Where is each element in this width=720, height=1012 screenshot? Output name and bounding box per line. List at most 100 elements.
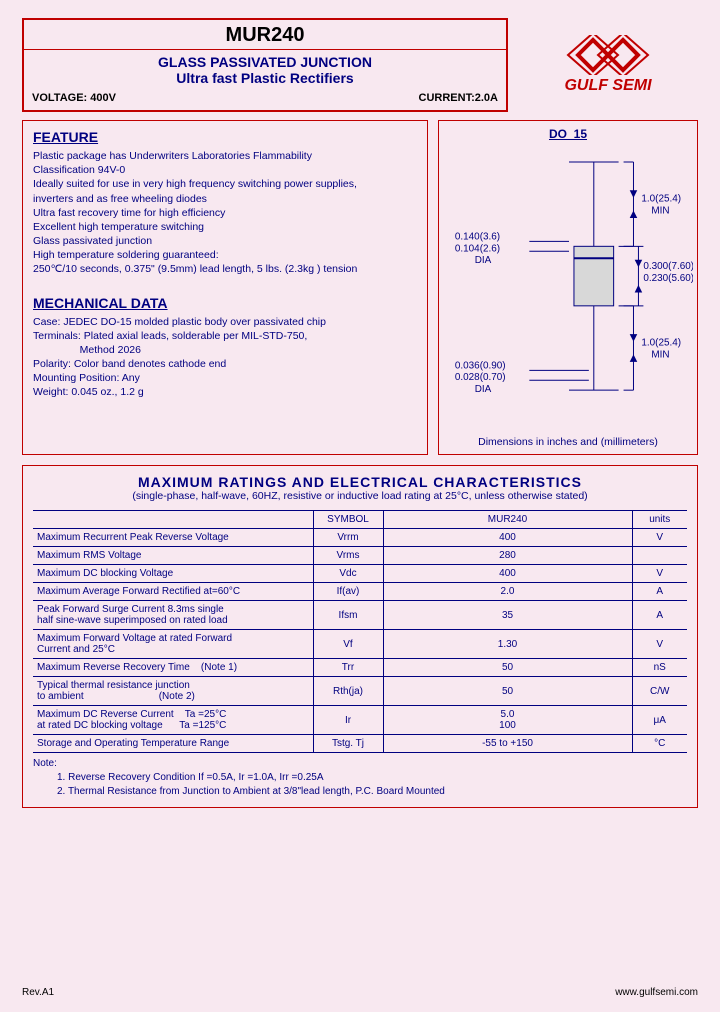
param-symbol: Trr (313, 659, 383, 677)
note-line: 2. Thermal Resistance from Junction to A… (57, 785, 687, 799)
param-unit: V (632, 630, 687, 659)
ratings-box: MAXIMUM RATINGS AND ELECTRICAL CHARACTER… (22, 465, 698, 808)
table-row: Storage and Operating Temperature Range … (33, 735, 687, 753)
revision: Rev.A1 (22, 987, 54, 998)
mechanical-line: Method 2026 (33, 343, 417, 357)
param-desc: Maximum Recurrent Peak Reverse Voltage (33, 529, 313, 547)
feature-line: Ideally suited for use in very high freq… (33, 177, 417, 191)
ratings-title: MAXIMUM RATINGS AND ELECTRICAL CHARACTER… (33, 474, 687, 490)
param-desc: Maximum Forward Voltage at rated Forward… (33, 630, 313, 659)
param-symbol: Vf (313, 630, 383, 659)
dim-lead-len2-1: 1.0(25.4) (641, 338, 681, 349)
param-symbol: Rth(ja) (313, 677, 383, 706)
table-row: Maximum Average Forward Rectified at=60°… (33, 583, 687, 601)
param-symbol: Vdc (313, 565, 383, 583)
param-desc: Maximum Reverse Recovery Time (Note 1) (33, 659, 313, 677)
param-unit (632, 547, 687, 565)
mechanical-text: Case: JEDEC DO-15 molded plastic body ov… (33, 315, 417, 400)
param-unit: μA (632, 706, 687, 735)
dim-lead-len-2: MIN (651, 206, 669, 217)
logo-icon (548, 35, 668, 75)
voltage-current-row: VOLTAGE: 400V CURRENT:2.0A (32, 92, 498, 104)
table-row: Maximum RMS Voltage Vrms 280 (33, 547, 687, 565)
mechanical-line: Case: JEDEC DO-15 molded plastic body ov… (33, 315, 417, 329)
dim-wire-dia-1: 0.036(0.90) (455, 360, 506, 371)
feature-line: Ultra fast recovery time for high effici… (33, 206, 417, 220)
table-header: units (632, 511, 687, 529)
param-desc: Typical thermal resistance junction to a… (33, 677, 313, 706)
table-row: Maximum DC Reverse Current Ta =25°C at r… (33, 706, 687, 735)
param-unit: °C (632, 735, 687, 753)
dim-lead-dia-2: 0.104(2.6) (455, 243, 500, 254)
table-row: Maximum Forward Voltage at rated Forward… (33, 630, 687, 659)
param-unit: A (632, 601, 687, 630)
current-label: CURRENT:2.0A (419, 92, 498, 104)
param-value: 280 (383, 547, 632, 565)
feature-line: Classification 94V-0 (33, 163, 417, 177)
table-row: Maximum Recurrent Peak Reverse Voltage V… (33, 529, 687, 547)
subtitle-2: Ultra fast Plastic Rectifiers (32, 70, 498, 86)
mechanical-heading: MECHANICAL DATA (33, 295, 417, 311)
dim-lead-dia-1: 0.140(3.6) (455, 231, 500, 242)
param-unit: V (632, 565, 687, 583)
param-value: 400 (383, 565, 632, 583)
middle-row: FEATURE Plastic package has Underwriters… (22, 120, 698, 455)
ratings-subtitle: (single-phase, half-wave, 60HZ, resistiv… (33, 490, 687, 502)
website-url: www.gulfsemi.com (615, 987, 698, 998)
feature-line: Plastic package has Underwriters Laborat… (33, 149, 417, 163)
feature-text: Plastic package has Underwriters Laborat… (33, 149, 417, 277)
param-value: 35 (383, 601, 632, 630)
param-unit: nS (632, 659, 687, 677)
package-diagram: DO_15 (438, 120, 698, 455)
table-row: Maximum DC blocking Voltage Vdc 400 V (33, 565, 687, 583)
param-value: 400 (383, 529, 632, 547)
param-value: 2.0 (383, 583, 632, 601)
param-symbol: If(av) (313, 583, 383, 601)
param-symbol: Vrms (313, 547, 383, 565)
feature-heading: FEATURE (33, 129, 417, 145)
feature-line: High temperature soldering guaranteed: (33, 248, 417, 262)
dim-lead-len-1: 1.0(25.4) (641, 194, 681, 205)
param-desc: Maximum DC blocking Voltage (33, 565, 313, 583)
table-row: Peak Forward Surge Current 8.3ms singleh… (33, 601, 687, 630)
footer: Rev.A1 www.gulfsemi.com (22, 987, 698, 998)
notes-label: Note: (33, 757, 687, 771)
param-value: 1.30 (383, 630, 632, 659)
param-value: 5.0100 (383, 706, 632, 735)
logo-area: GULF SEMI (518, 18, 698, 112)
table-header: MUR240 (383, 511, 632, 529)
param-desc: Maximum DC Reverse Current Ta =25°C at r… (33, 706, 313, 735)
feature-line: Glass passivated junction (33, 234, 417, 248)
feature-line: inverters and as free wheeling diodes (33, 192, 417, 206)
param-symbol: Tstg. Tj (313, 735, 383, 753)
param-desc: Peak Forward Surge Current 8.3ms singleh… (33, 601, 313, 630)
dim-wire-dia-lbl: DIA (475, 384, 492, 395)
feature-box: FEATURE Plastic package has Underwriters… (22, 120, 428, 455)
package-drawing: 0.140(3.6) 0.104(2.6) DIA 1.0(25.4) MIN … (445, 141, 693, 431)
ratings-table: SYMBOLMUR240units Maximum Recurrent Peak… (33, 510, 687, 753)
notes: Note: 1. Reverse Recovery Condition If =… (33, 757, 687, 799)
feature-line: Excellent high temperature switching (33, 220, 417, 234)
part-number: MUR240 (32, 24, 498, 47)
param-value: 50 (383, 677, 632, 706)
brand-name: GULF SEMI (564, 77, 651, 95)
param-unit: C/W (632, 677, 687, 706)
dimensions-caption: Dimensions in inches and (millimeters) (445, 436, 691, 448)
param-desc: Maximum Average Forward Rectified at=60°… (33, 583, 313, 601)
title-box: MUR240 GLASS PASSIVATED JUNCTION Ultra f… (22, 18, 508, 112)
param-value: -55 to +150 (383, 735, 632, 753)
voltage-label: VOLTAGE: 400V (32, 92, 116, 104)
header-row: MUR240 GLASS PASSIVATED JUNCTION Ultra f… (22, 18, 698, 112)
param-symbol: Ifsm (313, 601, 383, 630)
note-line: 1. Reverse Recovery Condition If =0.5A, … (57, 771, 687, 785)
param-unit: V (632, 529, 687, 547)
param-symbol: Ir (313, 706, 383, 735)
mechanical-line: Polarity: Color band denotes cathode end (33, 357, 417, 371)
dim-body-len-1: 0.300(7.60) (643, 261, 693, 272)
dim-wire-dia-2: 0.028(0.70) (455, 372, 506, 383)
dim-lead-len2-2: MIN (651, 349, 669, 360)
table-header: SYMBOL (313, 511, 383, 529)
dim-body-len-2: 0.230(5.60) (643, 273, 693, 284)
feature-line: 250℃/10 seconds, 0.375" (9.5mm) lead len… (33, 262, 417, 276)
divider (24, 49, 506, 50)
